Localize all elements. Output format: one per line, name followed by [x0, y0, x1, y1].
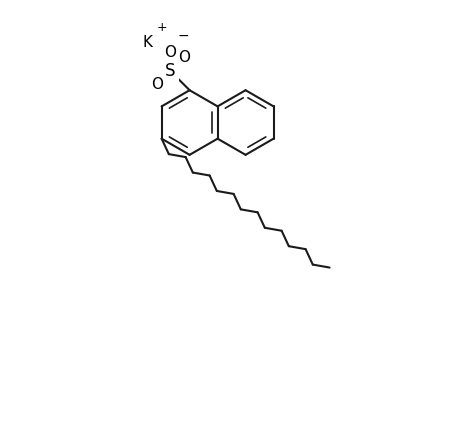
Text: S: S [166, 62, 176, 80]
Text: −: − [177, 28, 189, 42]
Text: O: O [165, 45, 177, 60]
Text: O: O [178, 50, 190, 65]
Text: O: O [151, 77, 163, 92]
Text: K: K [142, 35, 152, 50]
Text: +: + [157, 21, 168, 34]
